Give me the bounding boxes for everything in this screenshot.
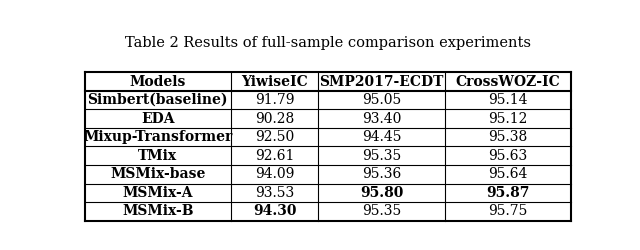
Text: TMix: TMix [138, 149, 177, 163]
Text: 95.35: 95.35 [362, 149, 401, 163]
Text: 95.05: 95.05 [362, 93, 401, 107]
Text: 91.79: 91.79 [255, 93, 294, 107]
Text: SMP2017-ECDT: SMP2017-ECDT [319, 74, 444, 88]
Text: 94.30: 94.30 [253, 204, 296, 218]
Text: 95.80: 95.80 [360, 186, 403, 200]
Text: MSMix-base: MSMix-base [110, 167, 205, 181]
Text: CrossWOZ-IC: CrossWOZ-IC [456, 74, 560, 88]
Text: 95.64: 95.64 [488, 167, 527, 181]
Text: 95.75: 95.75 [488, 204, 527, 218]
Text: 95.36: 95.36 [362, 167, 401, 181]
Text: Table 2 Results of full-sample comparison experiments: Table 2 Results of full-sample compariso… [125, 36, 531, 50]
Text: EDA: EDA [141, 112, 175, 126]
Text: 95.35: 95.35 [362, 204, 401, 218]
Text: 95.87: 95.87 [486, 186, 529, 200]
Text: 90.28: 90.28 [255, 112, 294, 126]
Text: Simbert(baseline): Simbert(baseline) [88, 93, 228, 107]
Text: MSMix-B: MSMix-B [122, 204, 194, 218]
Text: 92.61: 92.61 [255, 149, 294, 163]
Text: Models: Models [130, 74, 186, 88]
Text: YiwiseIC: YiwiseIC [241, 74, 308, 88]
Text: 95.38: 95.38 [488, 130, 527, 144]
Text: 95.14: 95.14 [488, 93, 527, 107]
Text: MSMix-A: MSMix-A [123, 186, 193, 200]
Text: 95.63: 95.63 [488, 149, 527, 163]
Text: Mixup-Transformer: Mixup-Transformer [83, 130, 232, 144]
Text: 95.12: 95.12 [488, 112, 527, 126]
Text: 94.09: 94.09 [255, 167, 294, 181]
Text: 93.53: 93.53 [255, 186, 294, 200]
Text: 92.50: 92.50 [255, 130, 294, 144]
Text: 93.40: 93.40 [362, 112, 401, 126]
Text: 94.45: 94.45 [362, 130, 401, 144]
